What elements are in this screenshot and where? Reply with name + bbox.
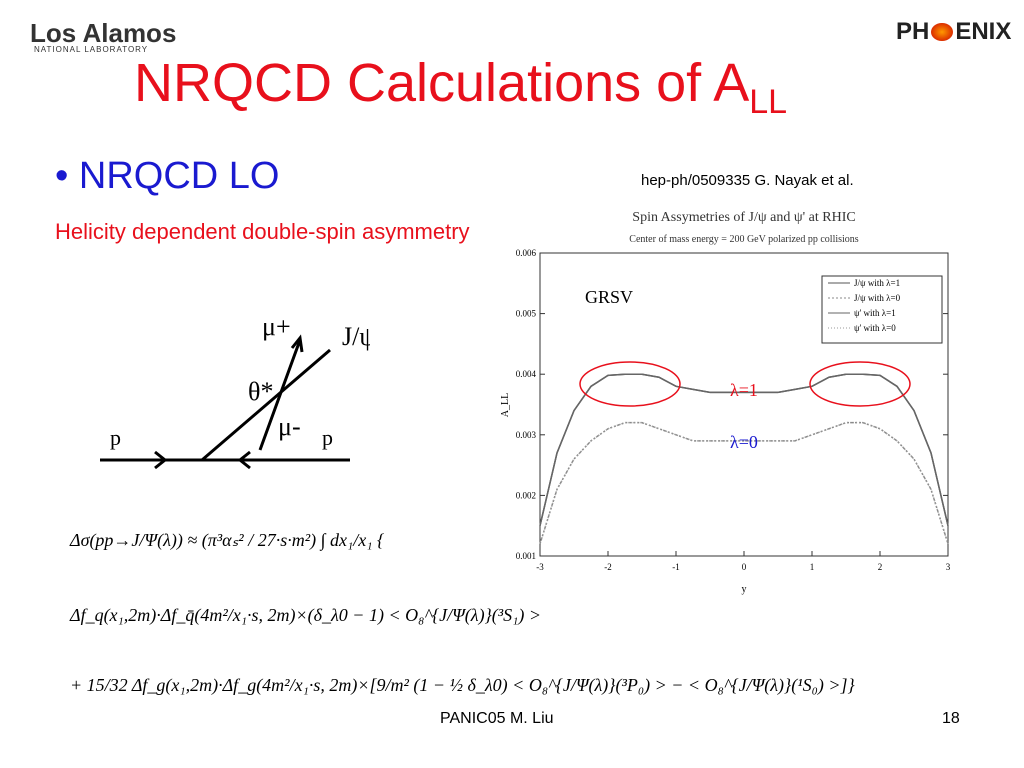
exp-logo-right: ENIX <box>955 18 1012 45</box>
y-tick-label: 0.005 <box>516 309 537 319</box>
annotation: λ=0 <box>730 432 758 452</box>
reference: hep-ph/0509335 G. Nayak et al. <box>641 172 854 189</box>
jpsi-label: J/ψ <box>342 322 370 351</box>
page-number: 18 <box>942 710 960 727</box>
legend-label: J/ψ with λ=0 <box>854 293 901 303</box>
mu-arrow <box>290 334 304 353</box>
y-tick-label: 0.004 <box>516 369 537 379</box>
series-line <box>539 421 949 545</box>
subtitle: Helicity dependent double-spin asymmetry <box>55 219 470 244</box>
theta: θ* <box>248 377 273 406</box>
x-tick-label: -2 <box>604 562 612 572</box>
p-right: p <box>322 425 333 450</box>
title: NRQCD Calculations of ALL <box>134 52 787 122</box>
y-axis-label: A_LL <box>500 393 511 417</box>
x-tick-label: -1 <box>672 562 680 572</box>
exp-logo: PH ENIX <box>896 18 1011 46</box>
equation: Δf_q(x₁,2m)·Δf_q̄(4m²/x₁·s, 2m)×(δ_λ0 − … <box>70 605 542 625</box>
title-sub: LL <box>749 82 788 121</box>
plot: Spin Assymetries of J/ψ and ψ' at RHIC Ce… <box>500 210 951 595</box>
p-left: p <box>110 425 121 450</box>
x-tick-label: 0 <box>742 562 747 572</box>
beam-arrows <box>154 450 251 470</box>
mu-plus: μ+ <box>262 312 291 341</box>
bullet-text: NRQCD LO <box>78 155 280 197</box>
highlight <box>579 361 681 407</box>
lab-logo: Los Alamos <box>30 18 177 48</box>
mu-line <box>258 339 302 451</box>
legend-label: J/ψ with λ=1 <box>854 278 900 288</box>
plot-subtitle: Center of mass energy = 200 GeV polarize… <box>629 234 858 245</box>
lab-logo-sub: NATIONAL LABORATORY <box>34 45 149 54</box>
legend-box <box>821 275 943 344</box>
legend-label: ψ' with λ=0 <box>854 323 896 333</box>
equation: Δσ(pp→J/Ψ(λ)) ≈ (π³αₛ² / 27·s·m²) ∫ dx₁/… <box>70 530 385 550</box>
logo-icon <box>931 23 954 41</box>
mu-minus: μ- <box>278 412 301 441</box>
highlight <box>809 361 911 407</box>
plot-title: Spin Assymetries of J/ψ and ψ' at RHIC <box>632 210 855 225</box>
bullet: • NRQCD LO <box>55 155 280 197</box>
jpsi-line <box>201 348 331 462</box>
exp-logo-left: PH <box>896 18 930 45</box>
diagram: μ+ J/ψ θ* μ- p p <box>100 312 370 470</box>
x-tick-label: 2 <box>878 562 883 572</box>
x-axis-label: y <box>742 584 747 595</box>
y-tick-label: 0.001 <box>516 551 536 561</box>
y-tick-label: 0.002 <box>516 490 536 500</box>
x-tick-label: 1 <box>810 562 815 572</box>
title-main: NRQCD Calculations of A <box>134 53 750 113</box>
legend-label: ψ' with λ=1 <box>854 308 896 318</box>
x-tick-label: -3 <box>536 562 544 572</box>
annotation: λ=1 <box>730 380 758 400</box>
equation: + 15/32 Δf_g(x₁,2m)·Δf_g(4m²/x₁·s, 2m)×[… <box>70 675 855 695</box>
y-tick-label: 0.003 <box>516 430 537 440</box>
footer-presenter: PANIC05 M. Liu <box>440 710 554 727</box>
y-tick-label: 0.006 <box>516 248 537 258</box>
x-tick-label: 3 <box>946 562 951 572</box>
series-line <box>539 373 949 526</box>
annotation: GRSV <box>585 287 633 307</box>
